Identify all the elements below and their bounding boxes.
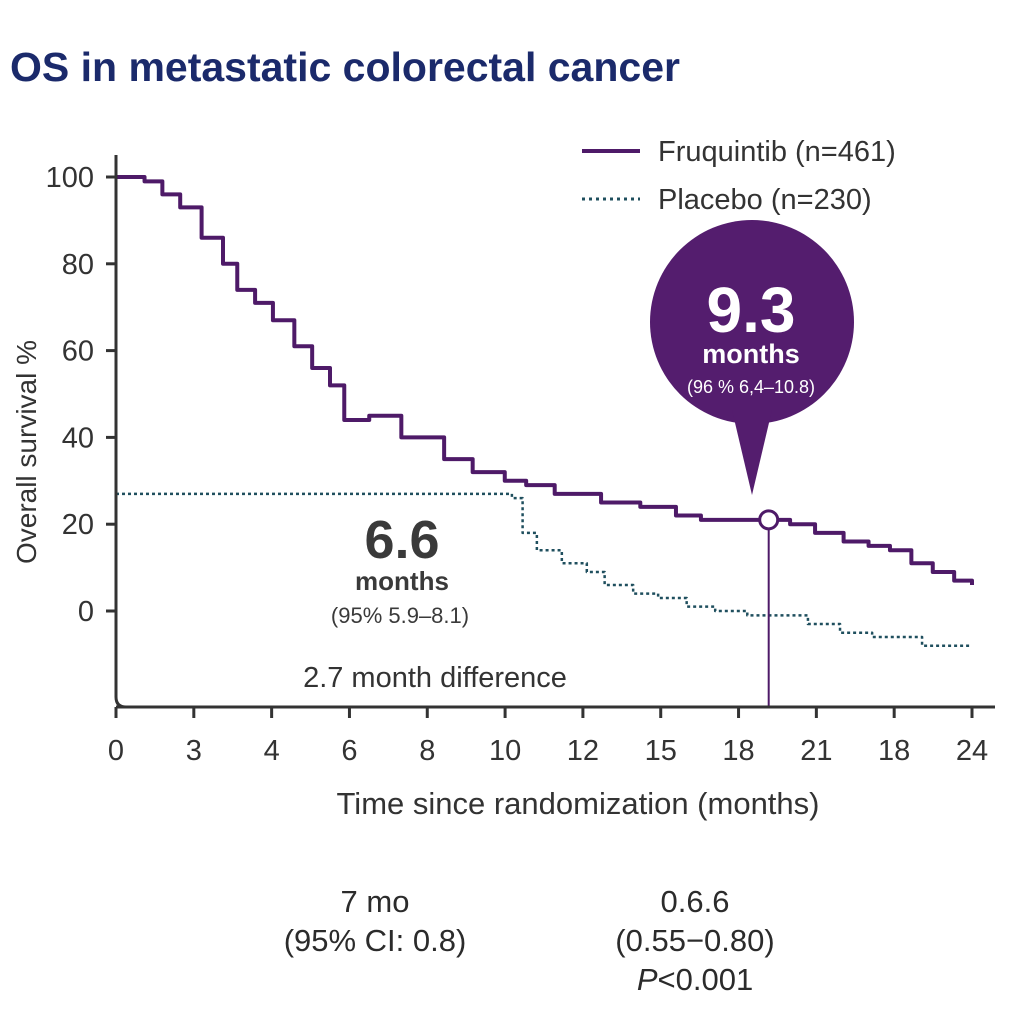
callout-value: 9.3 [707,274,796,346]
footer-left-stat: 7 mo (95% CI: 0.8) [250,882,500,960]
footer-p-value: P<0.001 [560,960,830,999]
footer-right-stat: 0.6.6 (0.55−0.80) P<0.001 [560,882,830,999]
footer-left-ci: (95% CI: 0.8) [283,923,467,958]
footer-right-ci: (0.55−0.80) [615,923,775,958]
y-tick-label: 0 [78,596,94,628]
y-axis-title: Overall survival % [11,340,42,564]
x-tick-label: 6 [341,735,357,767]
y-tick-label: 60 [62,336,94,368]
y-axis-ticks: 100 80 60 40 20 0 [46,162,116,628]
chart-title: OS in metastatic colorectal cancer [10,44,680,90]
y-tick-label: 80 [62,249,94,281]
median-marker-point [758,509,780,531]
y-tick-label: 20 [62,509,94,541]
difference-label: 2.7 month difference [303,662,567,694]
placebo-median-unit: months [355,566,449,596]
x-tick-label: 12 [567,735,599,767]
x-axis-title: Time since randomization (months) [337,786,820,821]
y-tick-label: 40 [62,422,94,454]
x-tick-label: 18 [878,735,910,767]
x-tick-label: 4 [264,735,280,767]
footer-left-value: 7 mo [340,884,410,919]
footer-right-value: 0.6.6 [660,884,730,919]
p-symbol: P [636,962,658,997]
p-threshold: <0.001 [657,962,754,997]
series-layer [116,175,974,647]
x-tick-label: 0 [108,735,124,767]
x-tick-label: 15 [645,735,677,767]
y-tick-label: 100 [46,162,94,194]
callout-ci: (96 % 6,4–10.8) [687,377,815,397]
series-line-placebo [116,492,972,647]
series-line-fruquintib [116,175,974,585]
x-axis-ticks: 0 3 4 6 8 10 12 15 18 21 18 24 [108,707,988,767]
median-callout-bubble [650,220,854,424]
y-axis-line [114,155,127,709]
x-tick-label: 24 [956,735,988,767]
legend-label-fruquintib: Fruquintib (n=461) [658,136,896,168]
x-tick-label: 21 [800,735,832,767]
placebo-median-ci: (95% 5.9–8.1) [331,603,469,628]
x-tick-label: 3 [186,735,202,767]
legend-label-placebo: Placebo (n=230) [658,184,872,216]
callout-unit: months [702,339,800,369]
median-callout-pointer [732,410,772,495]
x-tick-label: 18 [722,735,754,767]
placebo-median-value: 6.6 [364,510,439,570]
x-tick-label: 10 [489,735,521,767]
x-tick-label: 8 [419,735,435,767]
